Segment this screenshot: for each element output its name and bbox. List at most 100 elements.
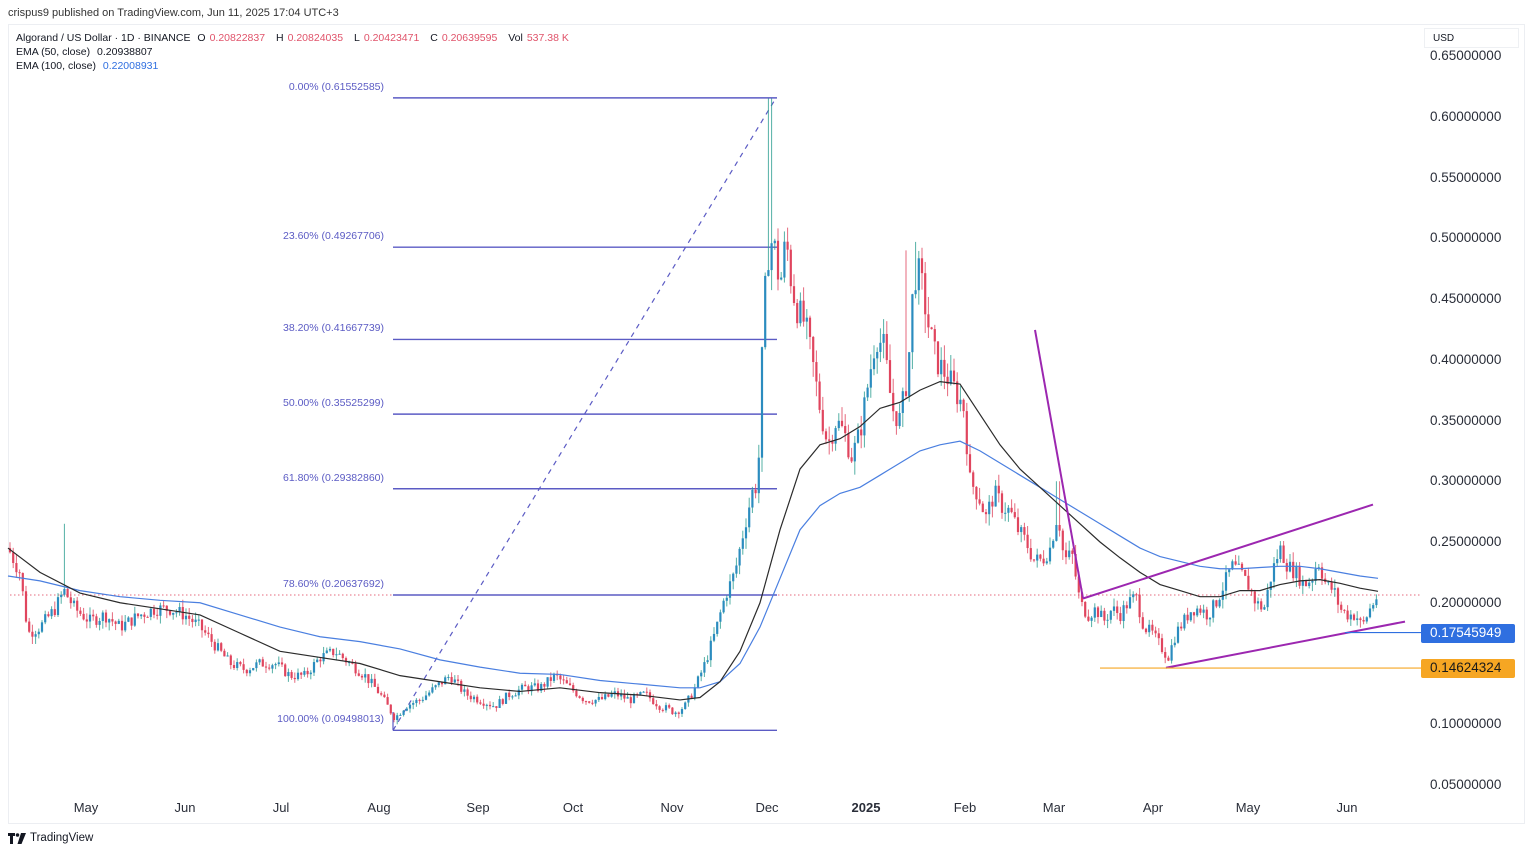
candle-body <box>1346 610 1349 620</box>
candle-body <box>408 704 412 709</box>
candle-body <box>1064 550 1068 558</box>
candle-body <box>664 705 668 711</box>
currency-selector[interactable]: USD <box>1424 28 1519 48</box>
candle-body <box>1071 550 1074 554</box>
candle-body <box>850 457 853 462</box>
candle-body <box>991 501 994 507</box>
candle-body <box>988 501 991 515</box>
price-tick: 0.45000000 <box>1430 291 1502 306</box>
candle-body <box>978 499 981 504</box>
candle-body <box>309 672 312 675</box>
candle-body <box>946 376 949 385</box>
candle-body <box>1263 607 1266 610</box>
ema50-value: 0.20938807 <box>97 46 153 58</box>
candle-body <box>1186 614 1189 621</box>
candle-body <box>680 709 684 714</box>
candle-body <box>306 670 309 675</box>
candle-body <box>674 712 677 715</box>
candle-body <box>242 664 245 670</box>
candle-body <box>328 648 332 651</box>
candle-body <box>152 608 156 615</box>
candle-body <box>1240 563 1244 570</box>
candle-body <box>783 241 786 278</box>
candle-body <box>162 605 165 607</box>
candle-body <box>79 610 82 614</box>
candle-body <box>671 707 674 715</box>
candle-body <box>1301 580 1304 586</box>
candle-body <box>764 275 767 348</box>
candle-body <box>66 588 69 598</box>
candle-body <box>1164 651 1167 658</box>
candle-body <box>1336 588 1340 605</box>
candle-body <box>220 643 223 651</box>
ohlc-high: H 0.20824035 <box>275 32 344 44</box>
candle-body <box>927 314 930 328</box>
candle-body <box>856 429 860 443</box>
symbol-title[interactable]: Algorand / US Dollar · 1D · BINANCE <box>16 32 191 44</box>
candle-body <box>1298 565 1301 586</box>
candle-body <box>290 672 293 678</box>
candle-body <box>920 258 924 274</box>
candle-body <box>524 684 527 687</box>
candle-body <box>591 702 594 704</box>
candle-body <box>792 286 796 303</box>
candle-body <box>994 485 997 507</box>
candle-body <box>594 699 597 704</box>
candle-body <box>559 675 562 680</box>
candle-body <box>876 351 879 359</box>
candle-body <box>34 634 37 637</box>
candle-body <box>1311 580 1314 583</box>
candle-body <box>1167 657 1170 661</box>
fib-level-label: 61.80% (0.29382860) <box>283 471 384 484</box>
candle-body <box>37 631 40 635</box>
candle-body <box>626 697 629 699</box>
candle-body <box>159 605 162 616</box>
candle-body <box>76 600 79 611</box>
time-tick: May <box>1235 800 1261 815</box>
candle-body <box>120 620 124 631</box>
candle-body <box>799 300 802 324</box>
candle-body <box>428 692 431 696</box>
candle-body <box>1061 530 1064 551</box>
price-tag-orange: 0.14624324 <box>1421 659 1515 679</box>
candle-body <box>472 696 476 700</box>
price-tick: 0.65000000 <box>1430 48 1502 63</box>
legend-ema50-row[interactable]: EMA (50, close) 0.20938807 <box>16 45 577 59</box>
time-tick: Aug <box>367 800 391 815</box>
candle-body <box>476 696 479 703</box>
candle-body <box>488 704 492 707</box>
candle-body <box>543 683 546 687</box>
candle-body <box>744 527 748 539</box>
candle-body <box>447 676 450 678</box>
candle-body <box>53 609 56 616</box>
candle-body <box>572 685 575 691</box>
candle-body <box>24 591 28 622</box>
candle-body <box>252 668 255 671</box>
candle-body <box>1215 600 1218 607</box>
candle-body <box>210 634 213 642</box>
candle-body <box>754 489 757 494</box>
candle-body <box>1285 562 1288 572</box>
candle-body <box>271 665 274 669</box>
tradingview-footer[interactable]: TradingView <box>8 832 93 844</box>
candle-body <box>1119 613 1122 622</box>
candle-body <box>620 694 623 697</box>
candle-body <box>258 659 261 663</box>
candle-body <box>1279 545 1282 560</box>
candle-body <box>437 682 440 686</box>
candle-body <box>1183 614 1186 629</box>
candle-body <box>380 693 383 695</box>
candle-body <box>562 679 565 681</box>
fib-level-label: 38.20% (0.41667739) <box>283 322 384 335</box>
candle-body <box>104 612 108 623</box>
candle-body <box>1087 616 1090 621</box>
candle-body <box>895 411 898 427</box>
candle-body <box>527 686 530 692</box>
legend-ema100-row[interactable]: EMA (100, close) 0.22008931 <box>16 59 577 73</box>
candle-body <box>869 369 872 388</box>
candle-body <box>1333 588 1336 590</box>
candle-body <box>226 655 229 657</box>
ohlc-open: O 0.20822837 <box>197 32 266 44</box>
candle-body <box>693 687 696 698</box>
